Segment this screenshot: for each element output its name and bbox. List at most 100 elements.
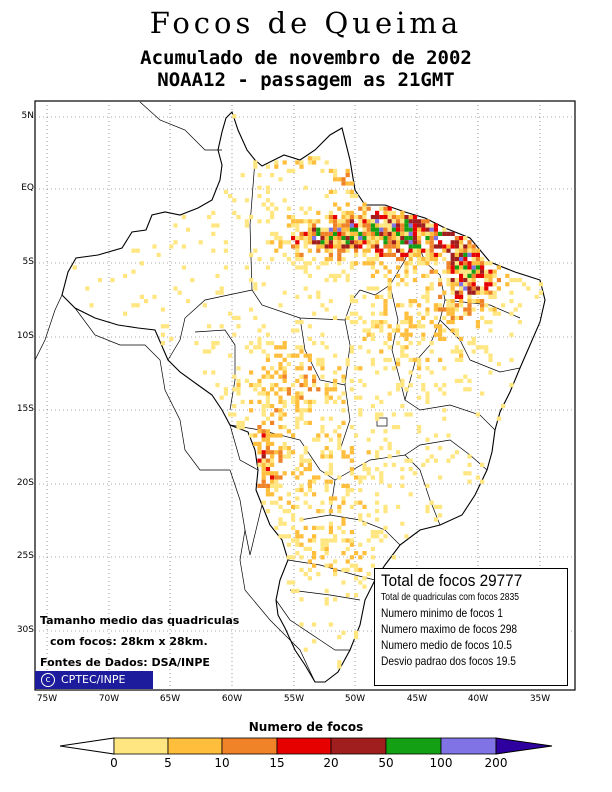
fire-focus-cell: [370, 240, 375, 245]
fire-focus-cell: [261, 429, 266, 434]
fire-focus-cell: [265, 219, 270, 224]
fire-focus-cell: [459, 273, 464, 278]
fire-focus-cell: [303, 450, 308, 455]
fire-focus-cell: [278, 236, 283, 241]
fire-focus-cell: [454, 257, 459, 262]
fire-focus-cell: [295, 399, 300, 404]
fire-focus-cell: [354, 231, 359, 236]
fire-focus-cell: [223, 265, 228, 270]
fire-focus-cell: [375, 210, 380, 215]
fire-focus-cell: [232, 198, 237, 203]
fire-focus-cell: [303, 446, 308, 451]
fire-focus-cell: [438, 278, 443, 283]
fire-focus-cell: [459, 278, 464, 283]
fire-focus-cell: [299, 622, 304, 627]
fire-focus-cell: [295, 551, 300, 556]
fire-focus-cell: [358, 555, 363, 560]
fire-focus-cell: [383, 462, 388, 467]
fire-focus-cell: [341, 420, 346, 425]
fire-focus-cell: [274, 248, 279, 253]
fire-focus-cell: [270, 404, 275, 409]
fire-focus-cell: [454, 269, 459, 274]
fire-focus-cell: [312, 236, 317, 241]
fire-focus-cell: [291, 219, 296, 224]
fire-focus-cell: [312, 341, 317, 346]
fire-focus-cell: [345, 273, 350, 278]
fire-focus-cell: [459, 357, 464, 362]
fire-focus-cell: [307, 248, 312, 253]
fire-focus-cell: [391, 223, 396, 228]
fire-focus-cell: [316, 156, 321, 161]
fire-focus-cell: [484, 286, 489, 291]
fire-focus-cell: [307, 357, 312, 362]
fire-focus-cell: [278, 244, 283, 249]
fire-focus-cell: [316, 265, 321, 270]
fire-focus-cell: [316, 525, 321, 530]
fire-focus-cell: [475, 290, 480, 295]
fire-focus-cell: [316, 294, 321, 299]
fire-focus-cell: [278, 504, 283, 509]
fire-focus-cell: [291, 513, 296, 518]
fire-focus-cell: [333, 383, 338, 388]
fire-focus-cell: [391, 210, 396, 215]
fire-focus-cell: [379, 320, 384, 325]
fire-focus-cell: [446, 307, 451, 312]
fire-focus-cell: [454, 378, 459, 383]
fire-focus-cell: [328, 210, 333, 215]
fire-focus-cell: [375, 530, 380, 535]
fire-focus-cell: [219, 286, 224, 291]
fire-focus-cell: [475, 257, 480, 262]
fire-focus-cell: [354, 215, 359, 220]
fire-focus-cell: [337, 395, 342, 400]
fire-focus-cell: [366, 286, 371, 291]
fire-focus-cell: [366, 332, 371, 337]
legend-tick-label: 200: [484, 756, 508, 770]
fire-focus-cell: [265, 198, 270, 203]
fire-focus-cell: [354, 223, 359, 228]
fire-focus-cell: [324, 257, 329, 262]
fire-focus-cell: [404, 345, 409, 350]
fire-focus-cell: [312, 534, 317, 539]
fire-focus-cell: [379, 475, 384, 480]
fire-focus-cell: [362, 231, 367, 236]
fire-focus-cell: [312, 227, 317, 232]
fire-focus-cell: [303, 572, 308, 577]
fire-focus-cell: [383, 252, 388, 257]
fire-focus-cell: [160, 307, 165, 312]
fire-focus-cell: [270, 462, 275, 467]
fire-focus-cell: [404, 387, 409, 392]
fire-focus-cell: [160, 324, 165, 329]
fire-focus-cell: [362, 294, 367, 299]
fire-focus-cell: [265, 471, 270, 476]
fire-focus-cell: [333, 278, 338, 283]
fire-focus-cell: [442, 315, 447, 320]
fire-focus-cell: [333, 231, 338, 236]
fire-focus-cell: [375, 286, 380, 291]
fire-focus-cell: [459, 248, 464, 253]
fire-focus-cell: [85, 286, 90, 291]
fire-focus-cell: [408, 412, 413, 417]
fire-focus-cell: [320, 261, 325, 266]
fire-focus-cell: [412, 240, 417, 245]
fire-focus-cell: [387, 240, 392, 245]
fire-focus-cell: [438, 504, 443, 509]
fire-focus-cell: [341, 630, 346, 635]
fire-focus-cell: [408, 303, 413, 308]
fire-focus-cell: [438, 231, 443, 236]
fire-focus-cell: [475, 286, 480, 291]
fire-focus-cell: [429, 370, 434, 375]
fire-focus-cell: [307, 219, 312, 224]
fire-focus-cell: [387, 252, 392, 257]
fire-focus-cell: [295, 240, 300, 245]
fire-focus-cell: [291, 433, 296, 438]
fire-focus-cell: [450, 286, 455, 291]
fire-focus-cell: [484, 261, 489, 266]
fire-focus-cell: [270, 420, 275, 425]
fire-focus-cell: [265, 206, 270, 211]
fire-focus-cell: [358, 500, 363, 505]
fire-focus-cell: [358, 244, 363, 249]
fire-focus-cell: [471, 349, 476, 354]
fire-focus-cell: [312, 551, 317, 556]
fire-focus-cell: [391, 236, 396, 241]
fire-focus-cell: [156, 252, 161, 257]
